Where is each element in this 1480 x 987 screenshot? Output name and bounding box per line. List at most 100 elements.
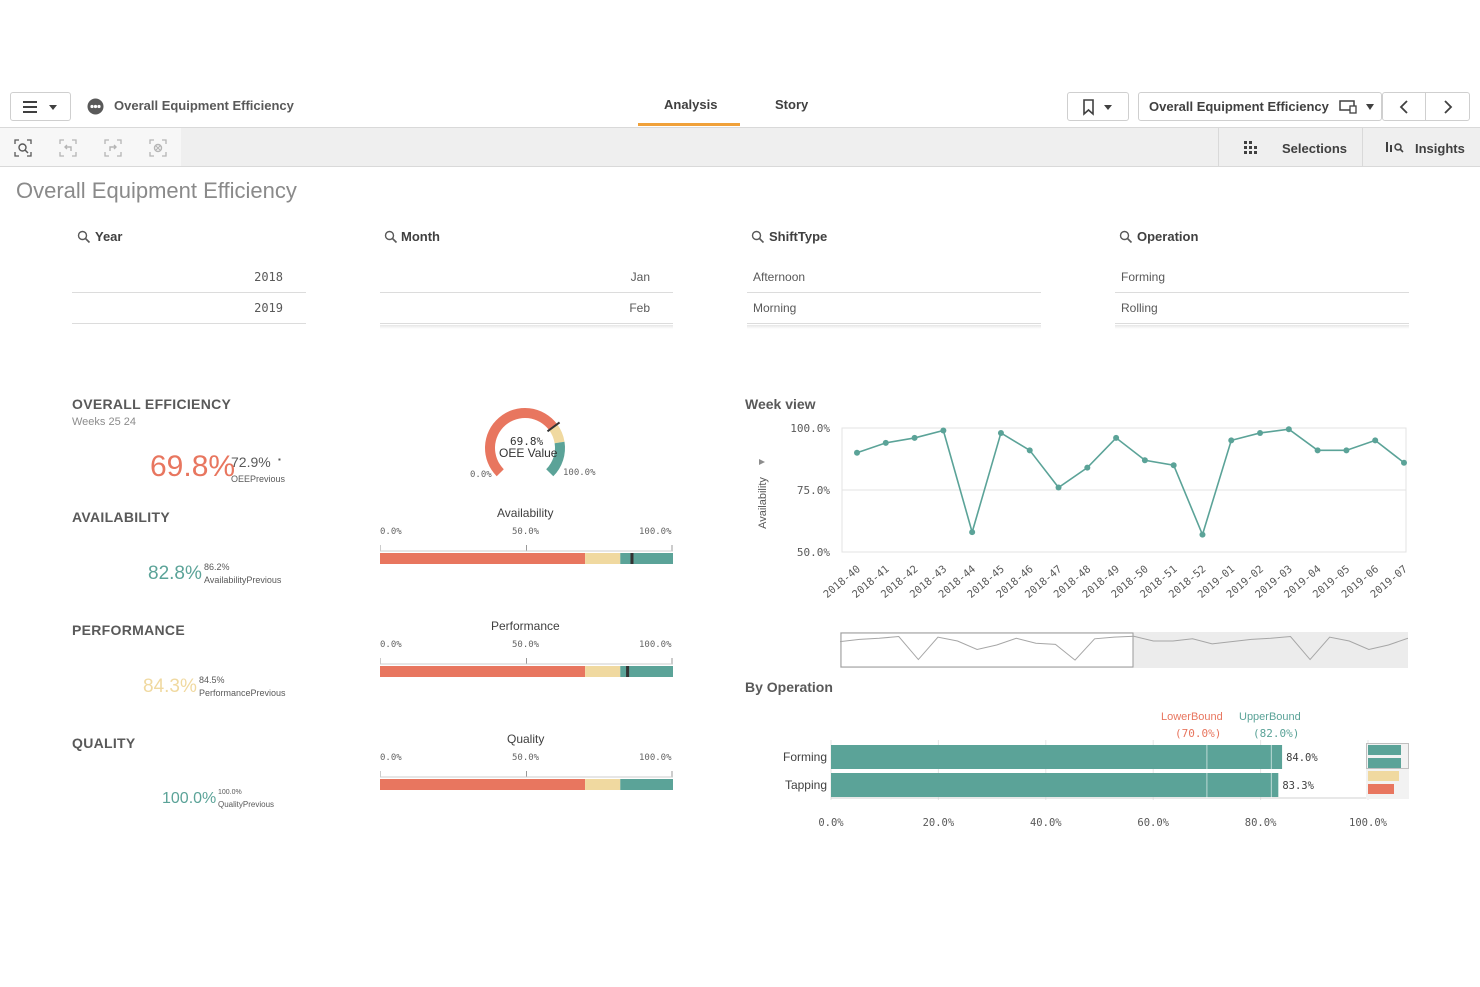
lower-bound-label: LowerBound (1161, 711, 1223, 723)
kpi-performance-value: 84.3% (143, 676, 197, 697)
smart-search-icon[interactable] (13, 138, 33, 158)
toolbar-divider (1218, 128, 1219, 166)
filter-pane-year[interactable]: Year (72, 228, 306, 328)
tab-story[interactable]: Story (775, 97, 809, 112)
x-tick-label: 60.0% (1137, 817, 1169, 829)
step-forward-icon[interactable] (103, 138, 123, 158)
kpi-quality-previous: 100.0% (218, 789, 242, 796)
chevron-left-icon (1399, 99, 1408, 114)
bullet-marker (630, 553, 634, 564)
mini-bar (1368, 745, 1401, 755)
chevron-right-icon (1443, 99, 1452, 114)
x-tick-label: 40.0% (1030, 817, 1062, 829)
week-view-title: Week view (745, 396, 816, 412)
by-operation-minichart[interactable] (1366, 743, 1409, 799)
filter-title: Year (95, 229, 123, 244)
bullet-availability[interactable] (379, 545, 673, 565)
bullet-performance[interactable] (379, 658, 673, 678)
next-sheet-button[interactable] (1425, 92, 1470, 121)
data-point (1084, 464, 1091, 471)
data-point (911, 434, 918, 441)
bullet-range-mid (585, 553, 621, 564)
data-point (1113, 434, 1120, 441)
data-point (1199, 531, 1206, 538)
bullet-quality[interactable] (379, 771, 673, 791)
x-tick-label: 80.0% (1245, 817, 1277, 829)
y-axis-toggle-icon[interactable] (758, 458, 766, 466)
bullet-tick: 100.0% (639, 753, 672, 763)
kpi-availability-heading: AVAILABILITY (72, 509, 170, 525)
filter-title: Month (401, 229, 440, 244)
data-point (1401, 459, 1407, 466)
gauge-value-arc (485, 408, 558, 477)
filter-item-feb[interactable]: Feb (380, 293, 673, 324)
week-view-chart[interactable]: 100.0%75.0%50.0%2018-402018-412018-42201… (780, 420, 1420, 620)
data-point (1314, 447, 1321, 454)
menu-button[interactable] (10, 92, 71, 121)
filter-pane-month[interactable]: Month (380, 228, 673, 328)
by-operation-chart[interactable]: Forming 84.0% Tapping 83.3% 0.0% 20.0% 40.0% 60… (760, 740, 1420, 840)
data-point (1257, 429, 1264, 436)
search-icon (1119, 230, 1133, 244)
filter-item-2018[interactable]: 2018 (72, 262, 306, 293)
filter-item-afternoon[interactable]: Afternoon (747, 262, 1041, 293)
kpi-availability-value: 82.8% (148, 563, 202, 584)
week-view-minichart[interactable] (840, 632, 1408, 668)
selections-icon (1244, 141, 1257, 154)
scroll-shadow (747, 325, 1041, 329)
upper-bound-value: (82.0%) (1253, 727, 1300, 740)
gauge-value-text: 69.8% (510, 435, 544, 448)
category-label: Forming (783, 750, 827, 764)
filter-item-rolling[interactable]: Rolling (1115, 293, 1409, 324)
selections-label: Selections (1282, 141, 1348, 156)
hamburger-icon (22, 100, 57, 113)
sheet-selector-label: Overall Equipment Efficiency (1149, 99, 1329, 114)
series-line (856, 428, 1405, 538)
selections-button[interactable]: Selections (1219, 128, 1362, 166)
clear-selections-icon[interactable] (148, 138, 168, 158)
bookmark-button[interactable] (1067, 92, 1129, 121)
filter-item-2019[interactable]: 2019 (72, 293, 306, 324)
kpi-availability-previous-label: AvailabilityPrevious (204, 575, 282, 585)
gauge-max-label: 100.0% (563, 468, 596, 478)
insights-button[interactable]: Insights (1363, 128, 1480, 166)
filter-item-jan[interactable]: Jan (380, 262, 673, 293)
oee-gauge[interactable] (470, 400, 600, 482)
bullet-tick: 0.0% (380, 527, 402, 537)
lower-bound-value: (70.0%) (1175, 727, 1222, 740)
toolbar-divider (1362, 128, 1363, 166)
data-point (1141, 457, 1148, 464)
filter-pane-operation[interactable]: Operation (1115, 228, 1409, 328)
filter-pane-shifttype[interactable]: ShiftType (747, 228, 1041, 328)
data-point (1372, 437, 1379, 444)
data-label: 84.0% (1286, 752, 1318, 764)
gauge-min-label: 0.0% (470, 470, 492, 480)
data-point (1228, 437, 1235, 444)
week-view-ylabel: Availability (757, 477, 769, 529)
step-back-icon[interactable] (58, 138, 78, 158)
sheet-title: Overall Equipment Efficiency (16, 178, 297, 203)
kpi-availability[interactable]: 82.8% 86.2% AvailabilityPrevious (148, 560, 318, 590)
previous-sheet-button[interactable] (1382, 92, 1426, 121)
sheet-selector[interactable]: Overall Equipment Efficiency (1138, 92, 1382, 121)
app-icon (87, 98, 104, 115)
data-point (940, 427, 947, 434)
kpi-quality[interactable]: 100.0% 100.0% QualityPrevious (162, 787, 332, 817)
data-point (1170, 462, 1177, 469)
data-point (854, 449, 860, 456)
bullet-availability-title: Availability (497, 506, 554, 520)
bullet-tick: 0.0% (380, 640, 402, 650)
x-tick-label: 100.0% (1349, 817, 1388, 829)
filter-item-morning[interactable]: Morning (747, 293, 1041, 324)
gauge-yellow-arc (549, 424, 565, 444)
kpi-performance[interactable]: 84.3% 84.5% PerformancePrevious (143, 673, 313, 703)
gauge-marker (546, 421, 561, 433)
data-point (1026, 447, 1033, 454)
bullet-svg (379, 545, 673, 564)
category-label: Tapping (785, 778, 827, 792)
data-point (997, 429, 1004, 436)
x-tick-label: 0.0% (818, 817, 844, 829)
tab-analysis[interactable]: Analysis (664, 97, 718, 112)
kpi-overall[interactable]: 69.8% 72.9% ▪ OEEPrevious (150, 450, 320, 490)
filter-item-forming[interactable]: Forming (1115, 262, 1409, 293)
